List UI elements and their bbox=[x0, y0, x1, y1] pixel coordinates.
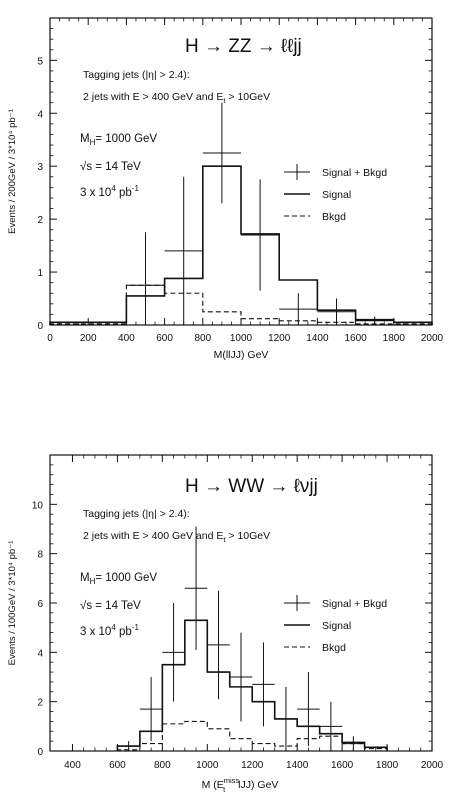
annotation-luminosity: 3 x 104 pb-1 bbox=[80, 623, 139, 638]
annotation-higgs-mass: MH= 1000 GeV bbox=[80, 572, 157, 586]
legend-label-signal: Signal bbox=[322, 620, 351, 632]
y-tick-label: 2 bbox=[37, 698, 43, 709]
x-tick-label: 600 bbox=[109, 760, 126, 771]
annotation-jet-cuts: 2 jets with E > 400 GeV and Et > 10GeV bbox=[83, 91, 270, 105]
x-tick-label: 2000 bbox=[421, 333, 444, 344]
y-axis-label: Events / 200GeV / 3*10⁴ pb⁻¹ bbox=[7, 109, 18, 234]
y-tick-label: 0 bbox=[37, 321, 43, 332]
x-tick-label: 1800 bbox=[376, 760, 399, 771]
legend: Signal + Bkgd Signal Bkgd bbox=[284, 595, 387, 654]
y-tick-label: 8 bbox=[37, 550, 43, 561]
annotation-tagging-jets: Tagging jets (|η| > 2.4): bbox=[83, 508, 190, 520]
legend: Signal + Bkgd Signal Bkgd bbox=[284, 164, 387, 223]
annotation-jet-cuts: 2 jets with E > 400 GeV and Et > 10GeV bbox=[83, 530, 270, 544]
x-tick-label: 1200 bbox=[241, 760, 264, 771]
annotation-energy: √s = 14 TeV bbox=[80, 160, 141, 173]
x-tick-label: 1400 bbox=[306, 333, 329, 344]
chart-panel-2: 400 600 800 1000 1200 1400 1600 1800 2000 0 2 4 6 8 10… bbox=[7, 454, 444, 794]
background-histogram bbox=[116, 720, 388, 751]
signal-histogram bbox=[116, 619, 388, 751]
x-tick-label: 2000 bbox=[421, 760, 444, 771]
y-tick-label: 3 bbox=[37, 162, 43, 173]
y-axis-label: Events / 100GeV / 3*10⁴ pb⁻¹ bbox=[7, 541, 18, 666]
x-tick-label: 1400 bbox=[286, 760, 309, 771]
x-tick-label: 1600 bbox=[344, 333, 367, 344]
x-tick-label: 1800 bbox=[383, 333, 406, 344]
annotation-energy: √s = 14 TeV bbox=[80, 599, 141, 612]
annotation-higgs-mass: MH= 1000 GeV bbox=[80, 133, 157, 147]
y-tick-label: 4 bbox=[37, 648, 43, 659]
x-tick-label: 0 bbox=[47, 333, 53, 344]
x-tick-label: 800 bbox=[194, 333, 211, 344]
legend-label-signal: Signal bbox=[322, 189, 351, 201]
y-tick-label: 0 bbox=[37, 747, 43, 758]
x-tick-label: 400 bbox=[64, 760, 81, 771]
x-tick-label: 800 bbox=[154, 760, 171, 771]
x-tick-label: 1200 bbox=[268, 333, 291, 344]
chart-title: H → ZZ → ℓℓjj bbox=[185, 36, 302, 57]
legend-label-bkgd: Bkgd bbox=[322, 211, 346, 223]
x-tick-label: 600 bbox=[156, 333, 173, 344]
x-tick-label: 1600 bbox=[331, 760, 354, 771]
x-tick-label: 1000 bbox=[196, 760, 219, 771]
y-tick-label: 2 bbox=[37, 215, 43, 226]
annotation-luminosity: 3 x 104 pb-1 bbox=[80, 184, 139, 199]
y-tick-label: 4 bbox=[37, 109, 43, 120]
annotation-tagging-jets: Tagging jets (|η| > 2.4): bbox=[83, 69, 190, 81]
x-tick-label: 400 bbox=[118, 333, 135, 344]
legend-label-signal-bkgd: Signal + Bkgd bbox=[322, 167, 387, 179]
background-histogram bbox=[49, 284, 433, 325]
x-tick-label: 200 bbox=[80, 333, 97, 344]
y-tick-label: 1 bbox=[37, 268, 43, 279]
legend-label-signal-bkgd: Signal + Bkgd bbox=[322, 598, 387, 610]
y-tick-label: 6 bbox=[37, 599, 43, 610]
chart-title: H → WW → ℓνjj bbox=[185, 476, 318, 497]
chart-panel-1: 0 200 400 600 800 1000 1200 1400 1600 1800 2000 0 1 2… bbox=[7, 17, 444, 361]
x-axis-label: M (Emiss t lJJ) GeV bbox=[202, 776, 279, 794]
x-axis-label: M(llJJ) GeV bbox=[214, 349, 269, 361]
y-tick-label: 10 bbox=[32, 500, 44, 511]
y-tick-label: 5 bbox=[37, 56, 43, 67]
signal-histogram bbox=[49, 165, 433, 325]
legend-label-bkgd: Bkgd bbox=[322, 642, 346, 654]
x-tick-label: 1000 bbox=[230, 333, 253, 344]
